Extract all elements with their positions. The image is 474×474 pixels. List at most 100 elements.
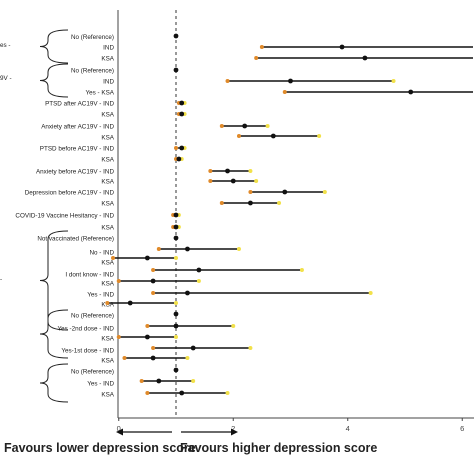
- ci-lower-marker: [208, 179, 213, 183]
- row-label: KSA: [101, 201, 114, 208]
- ci-lower-marker: [151, 346, 156, 350]
- ci-lower-marker: [145, 391, 150, 395]
- row-label: Yes - IND: [87, 292, 114, 299]
- estimate-point: [196, 267, 202, 273]
- ci-lower-marker: [151, 268, 156, 272]
- ci-upper-marker: [191, 379, 196, 383]
- row-label: KSA: [101, 358, 114, 365]
- x-tick-label: 2: [231, 424, 235, 433]
- ci-upper-marker: [248, 169, 253, 173]
- group-label-cut: es -: [0, 42, 11, 49]
- row-label: KSA: [101, 56, 114, 63]
- group-brace: [39, 309, 69, 359]
- ci-upper-marker: [368, 291, 373, 295]
- ci-upper-marker: [254, 179, 259, 183]
- direction-arrows: [116, 428, 238, 436]
- ci-upper-marker: [231, 324, 236, 328]
- ci-lower-marker: [105, 301, 110, 305]
- group-brace: [39, 363, 69, 403]
- ci-lower-marker: [219, 124, 224, 128]
- ci-lower-marker: [282, 90, 287, 94]
- row-label: KSA: [101, 135, 114, 142]
- ci-upper-marker: [174, 335, 178, 339]
- row-label: No (Reference): [71, 68, 114, 75]
- ci-lower-marker: [122, 356, 127, 360]
- ci-upper-marker: [225, 391, 230, 395]
- row-label: No - IND: [90, 250, 115, 257]
- ci-lower-marker: [248, 190, 253, 194]
- estimate-point: [248, 200, 253, 206]
- estimate-point: [225, 168, 230, 174]
- group-label-cut: -: [0, 276, 2, 283]
- estimate-point: [173, 33, 179, 39]
- group-brace: [39, 63, 69, 98]
- row-label: KSA: [101, 281, 114, 288]
- ci-upper-marker: [265, 124, 270, 128]
- ci-lower-marker: [116, 335, 121, 339]
- estimate-point: [144, 334, 150, 340]
- row-label: KSA: [101, 112, 114, 119]
- row-label: KSA: [101, 260, 114, 267]
- row-label: Anxiety after AC19V - IND: [41, 124, 114, 131]
- group-brackets: [39, 29, 69, 403]
- estimate-point: [144, 255, 150, 261]
- estimate-point: [127, 300, 133, 306]
- ci-upper-marker: [317, 134, 322, 138]
- estimate-point: [173, 235, 179, 241]
- ci-upper-marker: [174, 256, 178, 260]
- estimate-point: [179, 145, 185, 151]
- ci-lower-marker: [111, 256, 116, 260]
- group-label-cut: 9V -: [0, 75, 12, 82]
- ci-upper-marker: [196, 279, 201, 283]
- ci-lower-marker: [151, 291, 156, 295]
- row-label: Yes - IND: [87, 381, 114, 388]
- estimate-point: [242, 123, 248, 129]
- footer-right-text: Favours higher depression score: [180, 441, 378, 455]
- row-label: KSA: [101, 302, 114, 309]
- cut-off-left-labels: es - 9V - -: [0, 42, 12, 283]
- row-label: Yes-1st dose - IND: [61, 348, 114, 355]
- x-tick-label: 4: [346, 424, 350, 433]
- ci-upper-marker: [248, 346, 253, 350]
- estimate-point: [339, 44, 345, 50]
- ci-upper-marker: [322, 190, 327, 194]
- ci-lower-marker: [145, 324, 150, 328]
- arrow-left-head: [116, 428, 123, 436]
- ci-lower-marker: [208, 169, 213, 173]
- estimate-point: [190, 345, 196, 351]
- row-label: PTSD before AC19V - IND: [40, 146, 115, 153]
- group-brace: [39, 230, 69, 331]
- group-brace: [39, 29, 69, 64]
- row-label: Depression before AC19V - IND: [25, 190, 115, 197]
- estimate-point: [230, 178, 236, 184]
- row-label: KSA: [101, 179, 114, 186]
- ci-upper-marker: [277, 201, 282, 205]
- estimate-point: [179, 111, 185, 117]
- row-label: Anxiety before AC19V - IND: [36, 169, 114, 176]
- ci-upper-marker: [174, 301, 178, 305]
- estimate-point: [173, 212, 179, 218]
- ci-upper-marker: [236, 247, 241, 251]
- row-label: Not vaccinated (Reference): [37, 236, 114, 243]
- estimate-point: [173, 67, 179, 73]
- row-label: I dont know - IND: [65, 272, 114, 279]
- row-label: KSA: [101, 157, 114, 164]
- ci-upper-marker: [299, 268, 304, 272]
- estimate-point: [173, 224, 179, 230]
- estimate-point: [150, 355, 156, 361]
- estimate-point: [150, 278, 156, 284]
- estimate-point: [288, 78, 293, 84]
- row-label: KSA: [101, 392, 114, 399]
- row-label: COVID-19 Vaccine Hesitancy - IND: [15, 213, 114, 220]
- ci-lower-marker: [139, 379, 144, 383]
- estimate-point: [173, 323, 179, 329]
- row-label: No (Reference): [71, 369, 114, 376]
- row-label: IND: [103, 45, 114, 52]
- row-label: No (Reference): [71, 34, 114, 41]
- ci-lower-marker: [236, 134, 241, 138]
- row-labels: No (Reference) IND KSA No (Reference) IND Yes…: [15, 34, 114, 399]
- estimate-point: [185, 246, 190, 252]
- estimate-point: [176, 156, 182, 162]
- ci-lower-marker: [225, 79, 230, 83]
